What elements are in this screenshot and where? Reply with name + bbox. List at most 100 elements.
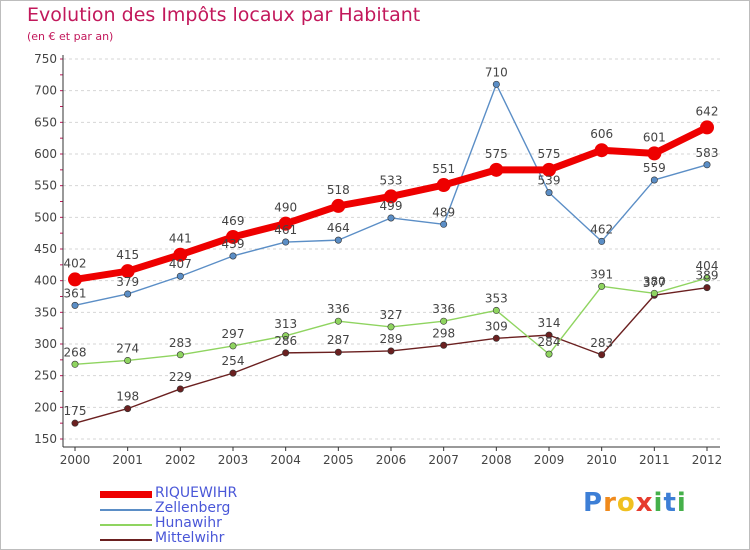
data-point [594,143,609,158]
data-point [71,301,79,309]
data-label: 198 [116,390,139,404]
legend-label: Hunawihr [155,515,222,531]
proxiti-logo: Proxiti [583,488,687,518]
y-tick-label: 650 [34,115,57,129]
data-label: 175 [64,404,87,418]
data-point [436,178,451,193]
data-label: 284 [538,335,561,349]
data-point [384,189,398,204]
data-point [176,351,184,359]
chart-title: Evolution des Impôts locaux par Habitant [27,4,421,26]
x-tick-label: 2004 [270,453,301,467]
data-point [387,347,395,355]
data-label: 583 [696,146,719,160]
data-label: 283 [590,336,613,350]
data-point [173,247,188,262]
data-label: 286 [274,334,297,348]
x-tick-label: 2012 [692,453,723,467]
data-point [334,317,342,325]
data-point [124,405,132,413]
data-label: 642 [696,104,719,118]
x-tick-label: 2010 [586,453,617,467]
data-point [545,350,553,358]
legend-label: Mittelwihr [155,530,225,546]
x-tick-label: 2008 [481,453,512,467]
data-label: 377 [643,276,666,290]
x-tick-label: 2006 [376,453,407,467]
data-point [703,274,711,282]
data-point [229,369,237,377]
data-point [545,189,553,197]
data-point [703,284,711,292]
data-label: 606 [590,127,613,141]
data-label: 402 [64,256,87,270]
data-point [387,323,395,331]
data-label: 539 [538,174,561,188]
data-label: 391 [590,267,613,281]
x-tick-label: 2000 [60,453,91,467]
data-point [598,351,606,359]
y-tick-label: 200 [34,400,57,414]
data-label: 601 [643,130,666,144]
y-tick-label: 350 [34,305,57,319]
data-label: 551 [432,162,455,176]
data-label: 389 [696,269,719,283]
data-point [700,120,714,135]
legend-swatch [100,524,152,526]
data-point [598,237,606,245]
data-point [282,349,290,357]
logo-letter: x [635,488,654,518]
data-point [331,198,346,213]
data-point [440,341,448,349]
data-label: 710 [485,65,508,79]
data-label: 283 [169,336,192,350]
data-point [492,334,500,342]
data-label: 461 [274,223,297,237]
data-point [71,360,79,368]
data-label: 499 [380,199,403,213]
y-tick-label: 300 [34,337,57,351]
x-tick-label: 2002 [165,453,196,467]
data-point [489,162,504,177]
data-label: 407 [169,257,192,271]
legend-swatch [100,539,152,541]
y-tick-label: 550 [34,179,57,193]
data-label: 353 [485,291,508,305]
data-point [229,342,237,350]
legend-label: RIQUEWIHR [155,485,238,501]
data-label: 254 [222,354,245,368]
data-label: 489 [432,205,455,219]
logo-letter: r [603,488,617,518]
data-label: 379 [116,275,139,289]
data-point [334,348,342,356]
data-point [440,220,448,228]
y-tick-label: 750 [34,52,57,66]
chart-subtitle: (en € et par an) [27,30,114,43]
data-point [124,290,132,298]
data-label: 439 [222,237,245,251]
data-label: 313 [274,317,297,331]
data-label: 336 [432,302,455,316]
data-point [176,385,184,393]
data-point [124,356,132,364]
legend-swatch [100,491,152,498]
data-point [598,282,606,290]
data-label: 575 [485,147,508,161]
data-label: 575 [538,147,561,161]
data-label: 336 [327,302,350,316]
y-tick-label: 400 [34,274,57,288]
data-point [226,229,240,244]
logo-letter: P [583,488,604,518]
data-label: 229 [169,370,192,384]
data-label: 268 [64,345,87,359]
data-label: 469 [222,214,245,228]
y-tick-label: 450 [34,242,57,256]
data-label: 415 [116,248,139,262]
data-label: 289 [380,332,403,346]
data-point [650,289,658,297]
y-tick-label: 250 [34,369,57,383]
data-point [282,332,290,340]
x-tick-label: 2009 [534,453,565,467]
logo-letter: i [676,488,687,518]
data-point [492,306,500,314]
